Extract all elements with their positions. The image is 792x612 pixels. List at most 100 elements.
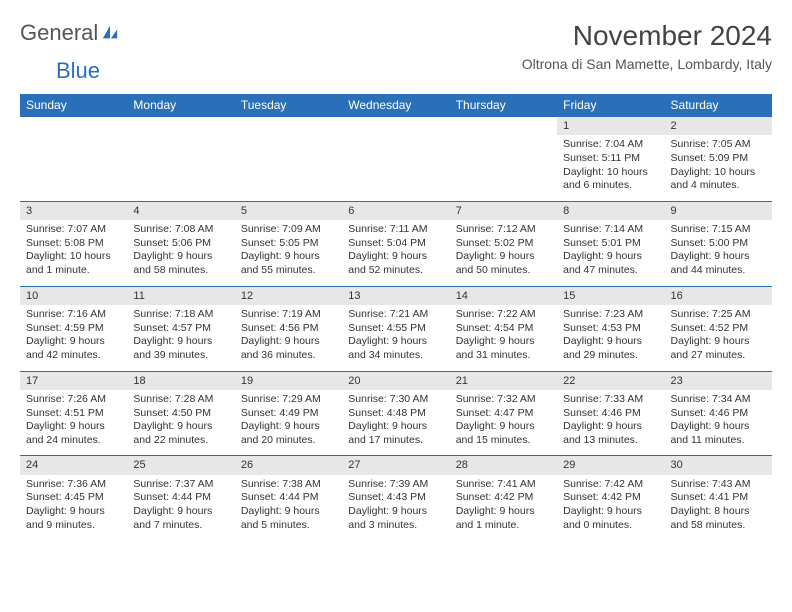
sunrise-text: Sunrise: 7:36 AM — [26, 478, 121, 492]
day-body: Sunrise: 7:33 AMSunset: 4:46 PMDaylight:… — [557, 390, 664, 456]
day-number: 23 — [665, 372, 772, 390]
sunrise-text: Sunrise: 7:32 AM — [456, 393, 551, 407]
calendar-cell: 13Sunrise: 7:21 AMSunset: 4:55 PMDayligh… — [342, 286, 449, 371]
calendar-cell: 6Sunrise: 7:11 AMSunset: 5:04 PMDaylight… — [342, 201, 449, 286]
calendar-cell: 20Sunrise: 7:30 AMSunset: 4:48 PMDayligh… — [342, 371, 449, 456]
day-number: 22 — [557, 372, 664, 390]
calendar-week-row: 17Sunrise: 7:26 AMSunset: 4:51 PMDayligh… — [20, 371, 772, 456]
calendar-cell — [20, 117, 127, 202]
calendar-cell: 4Sunrise: 7:08 AMSunset: 5:06 PMDaylight… — [127, 201, 234, 286]
daylight-text: Daylight: 10 hours and 1 minute. — [26, 250, 121, 277]
daylight-text: Daylight: 9 hours and 42 minutes. — [26, 335, 121, 362]
sunset-text: Sunset: 4:44 PM — [241, 491, 336, 505]
day-body: Sunrise: 7:36 AMSunset: 4:45 PMDaylight:… — [20, 475, 127, 541]
logo-sail-icon — [101, 24, 119, 42]
daylight-text: Daylight: 9 hours and 24 minutes. — [26, 420, 121, 447]
day-body: Sunrise: 7:38 AMSunset: 4:44 PMDaylight:… — [235, 475, 342, 541]
sunrise-text: Sunrise: 7:33 AM — [563, 393, 658, 407]
day-header: Friday — [557, 94, 664, 117]
day-body: Sunrise: 7:25 AMSunset: 4:52 PMDaylight:… — [665, 305, 772, 371]
day-number: 13 — [342, 287, 449, 305]
day-header: Monday — [127, 94, 234, 117]
calendar-cell: 16Sunrise: 7:25 AMSunset: 4:52 PMDayligh… — [665, 286, 772, 371]
sunrise-text: Sunrise: 7:08 AM — [133, 223, 228, 237]
calendar-cell: 12Sunrise: 7:19 AMSunset: 4:56 PMDayligh… — [235, 286, 342, 371]
day-body: Sunrise: 7:29 AMSunset: 4:49 PMDaylight:… — [235, 390, 342, 456]
sunset-text: Sunset: 5:06 PM — [133, 237, 228, 251]
day-number: 29 — [557, 456, 664, 474]
sunrise-text: Sunrise: 7:41 AM — [456, 478, 551, 492]
daylight-text: Daylight: 9 hours and 47 minutes. — [563, 250, 658, 277]
day-header: Wednesday — [342, 94, 449, 117]
daylight-text: Daylight: 9 hours and 39 minutes. — [133, 335, 228, 362]
sunrise-text: Sunrise: 7:19 AM — [241, 308, 336, 322]
day-body: Sunrise: 7:14 AMSunset: 5:01 PMDaylight:… — [557, 220, 664, 286]
title-block: November 2024 Oltrona di San Mamette, Lo… — [522, 20, 772, 72]
day-number: 20 — [342, 372, 449, 390]
sunrise-text: Sunrise: 7:34 AM — [671, 393, 766, 407]
day-number: 14 — [450, 287, 557, 305]
calendar-cell: 11 Sunrise: 7:18 AMSunset: 4:57 PMDayligh… — [127, 286, 234, 371]
day-number: 15 — [557, 287, 664, 305]
day-header: Sunday — [20, 94, 127, 117]
sunrise-text: Sunrise: 7:11 AM — [348, 223, 443, 237]
day-number: 2 — [665, 117, 772, 135]
sunset-text: Sunset: 4:46 PM — [563, 407, 658, 421]
daylight-text: Daylight: 9 hours and 55 minutes. — [241, 250, 336, 277]
sunrise-text: Sunrise: 7:28 AM — [133, 393, 228, 407]
day-number: 27 — [342, 456, 449, 474]
day-body: Sunrise: 7:11 AMSunset: 5:04 PMDaylight:… — [342, 220, 449, 286]
day-number: 26 — [235, 456, 342, 474]
calendar-cell — [127, 117, 234, 202]
sunset-text: Sunset: 5:11 PM — [563, 152, 658, 166]
sunset-text: Sunset: 4:54 PM — [456, 322, 551, 336]
sunset-text: Sunset: 4:57 PM — [133, 322, 228, 336]
sunrise-text: Sunrise: 7:07 AM — [26, 223, 121, 237]
day-number: 25 — [127, 456, 234, 474]
day-body: Sunrise: 7:28 AMSunset: 4:50 PMDaylight:… — [127, 390, 234, 456]
daylight-text: Daylight: 9 hours and 17 minutes. — [348, 420, 443, 447]
day-body: Sunrise: 7:07 AMSunset: 5:08 PMDaylight:… — [20, 220, 127, 286]
sunset-text: Sunset: 5:00 PM — [671, 237, 766, 251]
sunrise-text: Sunrise: 7:43 AM — [671, 478, 766, 492]
calendar-cell: 2Sunrise: 7:05 AMSunset: 5:09 PMDaylight… — [665, 117, 772, 202]
calendar-week-row: 3Sunrise: 7:07 AMSunset: 5:08 PMDaylight… — [20, 201, 772, 286]
calendar-cell: 1Sunrise: 7:04 AMSunset: 5:11 PMDaylight… — [557, 117, 664, 202]
daylight-text: Daylight: 9 hours and 11 minutes. — [671, 420, 766, 447]
sunset-text: Sunset: 5:04 PM — [348, 237, 443, 251]
daylight-text: Daylight: 10 hours and 4 minutes. — [671, 166, 766, 193]
day-body: Sunrise: 7:41 AMSunset: 4:42 PMDaylight:… — [450, 475, 557, 541]
calendar-cell: 15Sunrise: 7:23 AMSunset: 4:53 PMDayligh… — [557, 286, 664, 371]
day-number: 11 — [127, 287, 234, 305]
calendar-week-row: 1Sunrise: 7:04 AMSunset: 5:11 PMDaylight… — [20, 117, 772, 202]
day-body: Sunrise: 7:05 AMSunset: 5:09 PMDaylight:… — [665, 135, 772, 201]
day-number: 9 — [665, 202, 772, 220]
day-header: Thursday — [450, 94, 557, 117]
sunrise-text: Sunrise: 7:29 AM — [241, 393, 336, 407]
sunrise-text: Sunrise: 7:22 AM — [456, 308, 551, 322]
calendar-cell: 23Sunrise: 7:34 AMSunset: 4:46 PMDayligh… — [665, 371, 772, 456]
calendar-cell — [450, 117, 557, 202]
day-body: Sunrise: 7:16 AMSunset: 4:59 PMDaylight:… — [20, 305, 127, 371]
calendar-cell: 14 Sunrise: 7:22 AMSunset: 4:54 PMDayligh… — [450, 286, 557, 371]
sunrise-text: Sunrise: 7:18 AM — [133, 308, 228, 322]
calendar-cell: 26Sunrise: 7:38 AMSunset: 4:44 PMDayligh… — [235, 456, 342, 540]
sunrise-text: Sunrise: 7:12 AM — [456, 223, 551, 237]
day-number: 28 — [450, 456, 557, 474]
sunset-text: Sunset: 4:42 PM — [456, 491, 551, 505]
sunrise-text: Sunrise: 7:39 AM — [348, 478, 443, 492]
daylight-text: Daylight: 9 hours and 31 minutes. — [456, 335, 551, 362]
calendar-cell: 7Sunrise: 7:12 AMSunset: 5:02 PMDaylight… — [450, 201, 557, 286]
day-number: 8 — [557, 202, 664, 220]
day-number: 24 — [20, 456, 127, 474]
day-body: Sunrise: 7:39 AMSunset: 4:43 PMDaylight:… — [342, 475, 449, 541]
day-body: Sunrise: 7:08 AMSunset: 5:06 PMDaylight:… — [127, 220, 234, 286]
sunset-text: Sunset: 5:05 PM — [241, 237, 336, 251]
sunset-text: Sunset: 4:45 PM — [26, 491, 121, 505]
calendar-cell: 24Sunrise: 7:36 AMSunset: 4:45 PMDayligh… — [20, 456, 127, 540]
calendar-cell: 28Sunrise: 7:41 AMSunset: 4:42 PMDayligh… — [450, 456, 557, 540]
sunset-text: Sunset: 5:02 PM — [456, 237, 551, 251]
day-body: Sunrise: 7:32 AMSunset: 4:47 PMDaylight:… — [450, 390, 557, 456]
logo-text-1: General — [20, 20, 98, 46]
location: Oltrona di San Mamette, Lombardy, Italy — [522, 56, 772, 72]
